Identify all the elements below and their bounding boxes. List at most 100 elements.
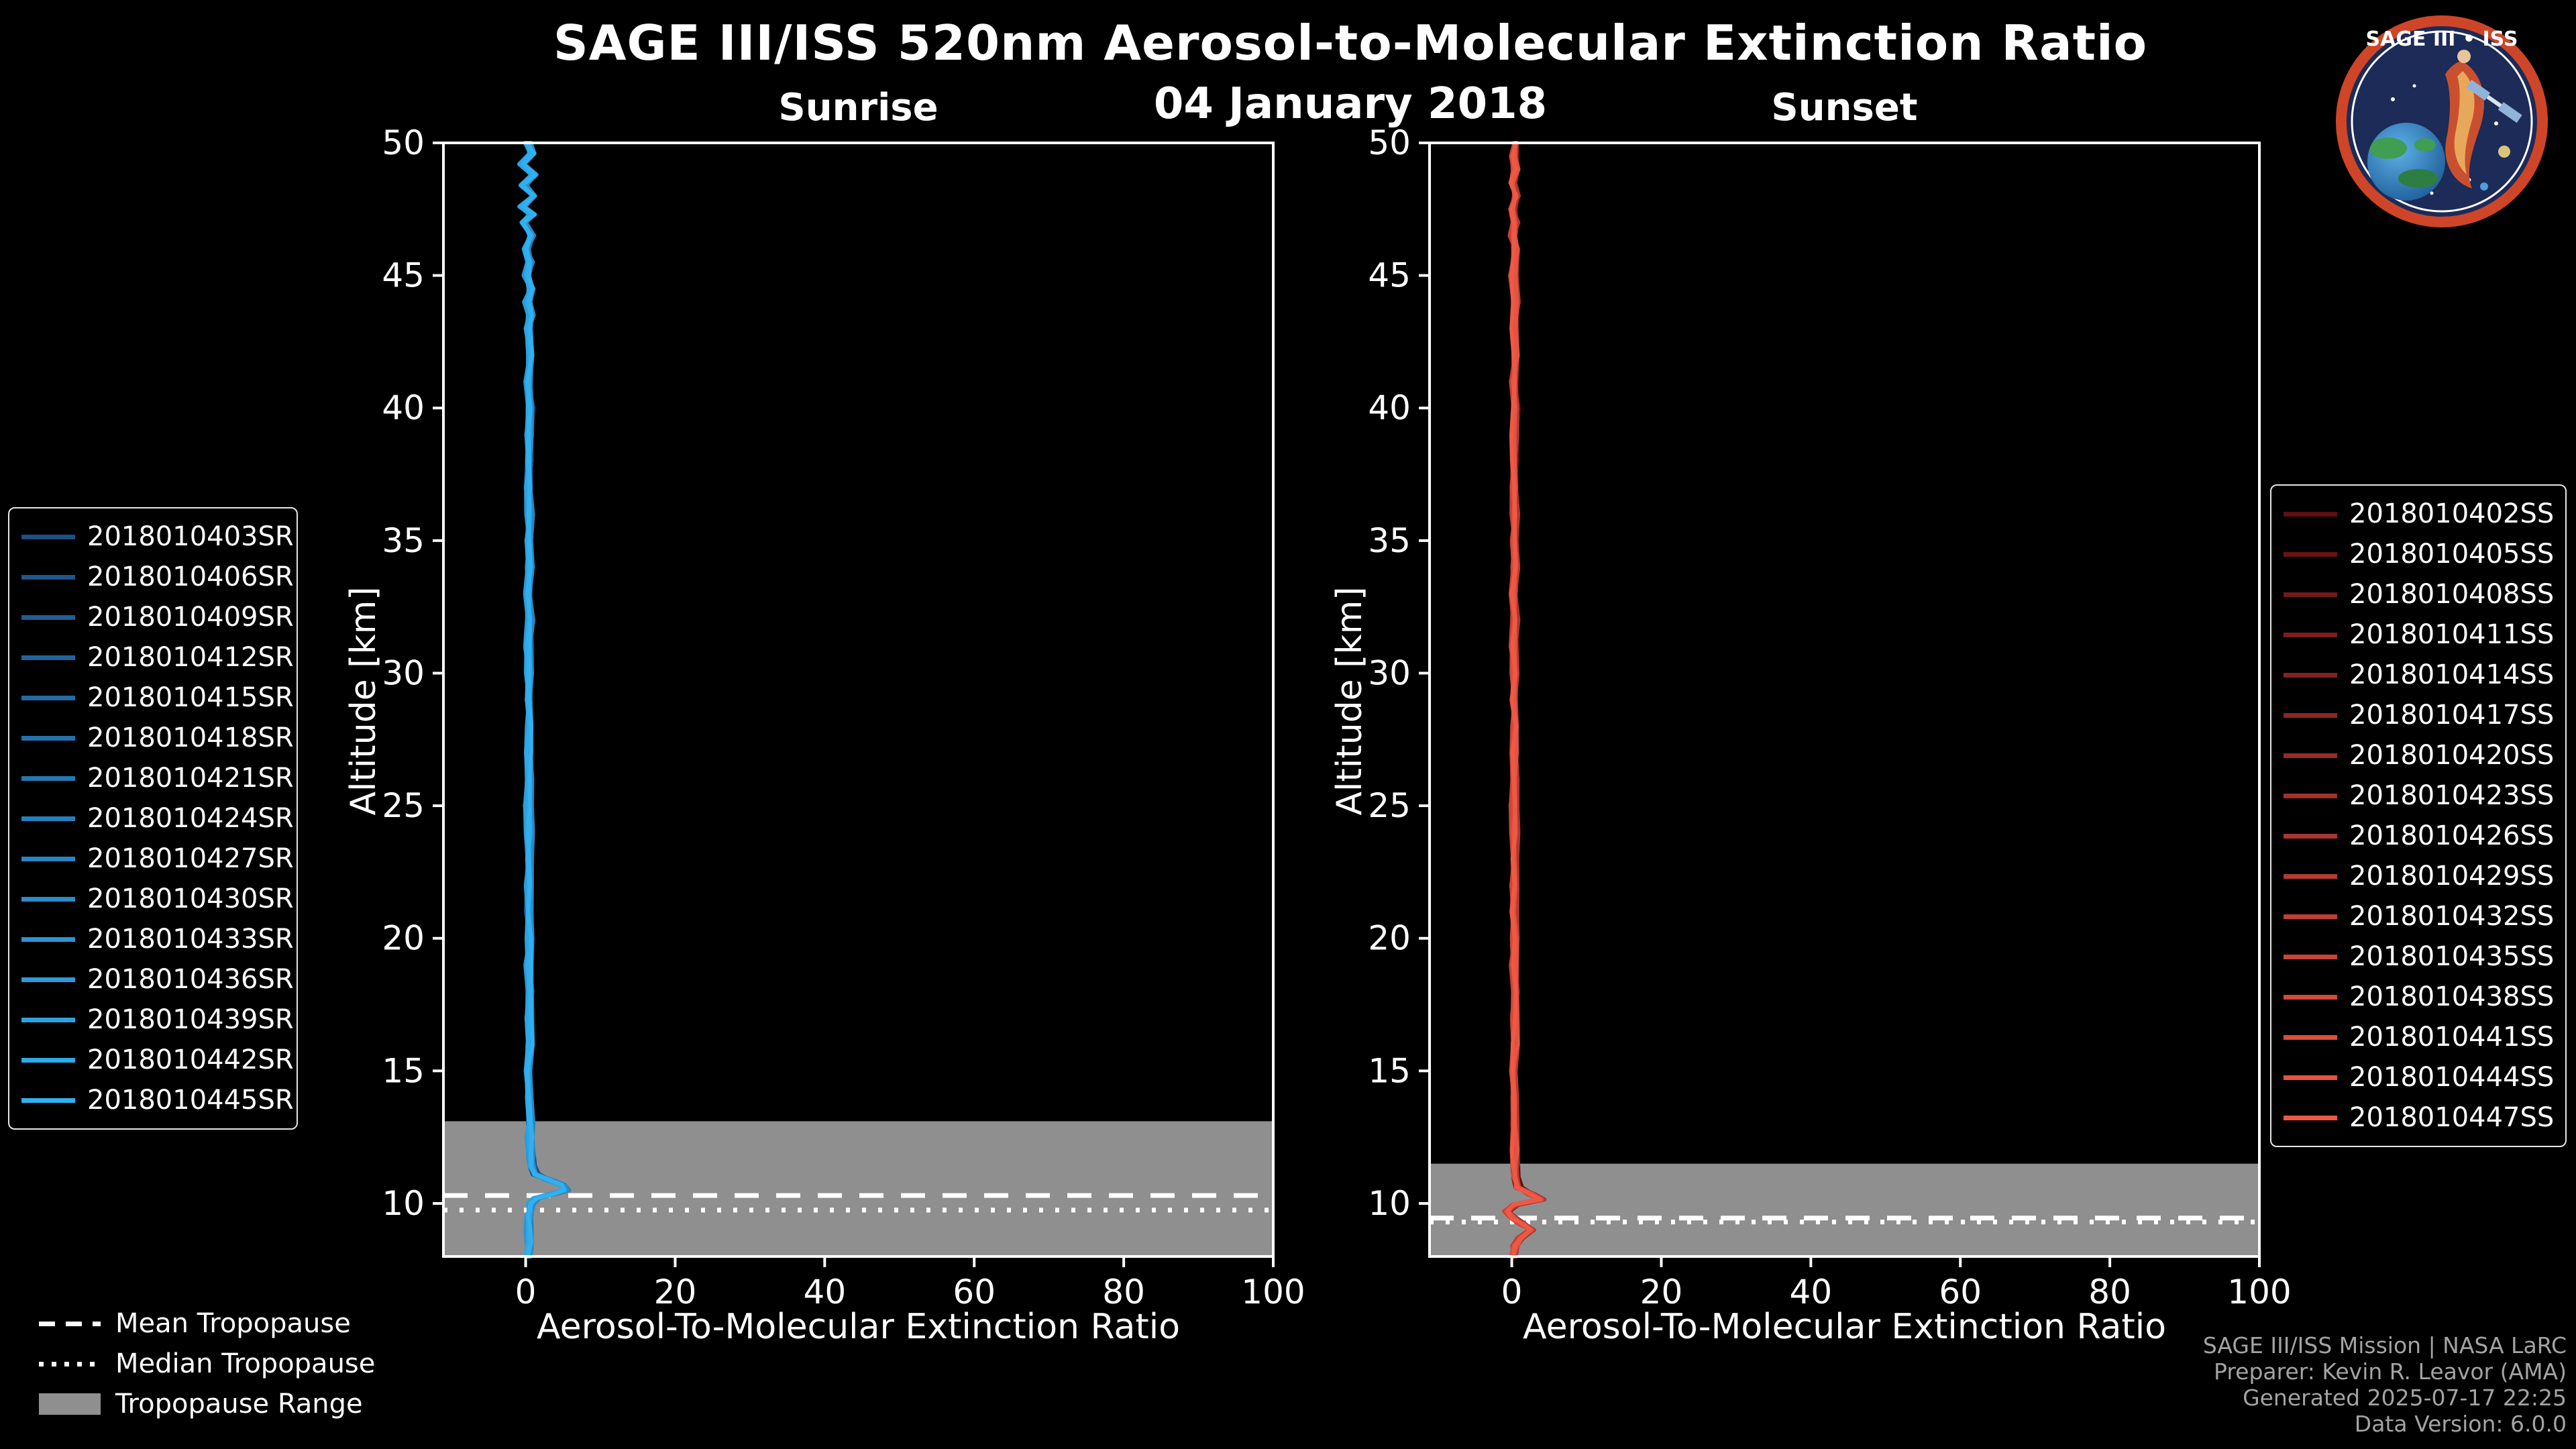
legend-swatch (2284, 592, 2337, 597)
x-tick-label: 0 (1501, 1273, 1523, 1311)
legend-swatch (2284, 994, 2337, 1000)
profile-line-2018010405SS (1502, 141, 1541, 1258)
x-tick-label: 80 (2088, 1273, 2131, 1311)
x-tick-label: 60 (953, 1273, 996, 1311)
tropopause-range-band (1430, 1163, 2259, 1256)
legend-item: 2018010405SS (2278, 534, 2559, 574)
logo-star-icon (2412, 84, 2416, 88)
sage-iss-logo: SAGE III • ISS (2331, 11, 2553, 232)
legend-swatch (2284, 873, 2337, 879)
legend-label: 2018010414SS (2349, 659, 2555, 690)
legend-swatch (2284, 914, 2337, 919)
legend-swatch (2284, 833, 2337, 839)
legend-swatch (2284, 793, 2337, 798)
plot-border (442, 142, 1275, 1258)
logo-star-icon (2430, 191, 2434, 195)
legend-swatch (2284, 511, 2337, 517)
legend-label: 2018010423SS (2349, 780, 2555, 811)
legend-item: 2018010427SR (16, 839, 294, 879)
legend-item: 2018010414SS (2278, 655, 2559, 695)
sunset-legend: 2018010402SS 2018010405SS 2018010408SS 2018… (2270, 484, 2567, 1147)
legend-swatch (21, 775, 75, 781)
mean-tropopause-label: Mean Tropopause (115, 1308, 351, 1339)
legend-label: 2018010406SR (87, 561, 294, 592)
y-tick-label: 30 (1368, 653, 1411, 692)
legend-item: 2018010445SR (16, 1080, 294, 1120)
logo-star-icon (2391, 97, 2395, 101)
y-tick-label: 25 (382, 786, 425, 825)
legend-item: 2018010426SS (2278, 816, 2559, 856)
y-tick-label: 30 (382, 653, 425, 692)
legend-label: 2018010403SR (87, 521, 294, 552)
y-tick-label: 50 (1368, 123, 1411, 162)
legend-label: 2018010411SS (2349, 619, 2555, 650)
legend-label: 2018010405SS (2349, 539, 2555, 570)
legend-swatch (2284, 632, 2337, 637)
mean-tropopause-legend-item: Mean Tropopause (39, 1308, 375, 1339)
legend-label: 2018010409SR (87, 602, 294, 633)
y-tick-label: 20 (1368, 919, 1411, 958)
legend-swatch (21, 574, 75, 580)
x-tick-label: 60 (1939, 1273, 1982, 1311)
legend-label: 2018010439SR (87, 1004, 294, 1035)
footer-credits: SAGE III/ISS Mission | NASA LaRC Prepare… (2203, 1332, 2567, 1437)
legend-swatch (21, 614, 75, 620)
y-tick-label: 50 (382, 123, 425, 162)
profile-line-2018010447SS (1505, 141, 1542, 1258)
legend-item: 2018010406SR (16, 557, 294, 597)
logo-title: SAGE III • ISS (2366, 28, 2518, 51)
legend-swatch (21, 735, 75, 741)
sunrise-panel-title: Sunrise (778, 86, 938, 129)
legend-item: 2018010441SS (2278, 1017, 2559, 1057)
y-tick-label: 10 (382, 1184, 425, 1223)
y-tick-label: 45 (382, 256, 425, 295)
footer-line-version: Data Version: 6.0.0 (2354, 1411, 2567, 1437)
legend-item: 2018010411SS (2278, 614, 2559, 655)
median-tropopause-label: Median Tropopause (115, 1348, 376, 1379)
x-tick-label: 80 (1102, 1273, 1145, 1311)
legend-swatch (21, 695, 75, 700)
logo-figure-highlight (2454, 71, 2475, 174)
tropopause-range-legend-item: Tropopause Range (39, 1389, 375, 1419)
sunset-panel-title: Sunset (1771, 86, 1918, 129)
legend-label: 2018010442SR (87, 1044, 294, 1075)
logo-earth-icon (2367, 123, 2445, 201)
median-tropopause-swatch (39, 1361, 101, 1366)
legend-item: 2018010402SS (2278, 494, 2559, 534)
legend-label: 2018010424SR (87, 803, 294, 834)
footer-line-generated: Generated 2025-07-17 22:25 (2243, 1385, 2567, 1411)
y-tick-label: 15 (382, 1051, 425, 1090)
legend-label: 2018010426SS (2349, 820, 2555, 851)
legend-label: 2018010421SR (87, 763, 294, 794)
legend-label: 2018010441SS (2349, 1022, 2555, 1053)
figure-title: SAGE III/ISS 520nm Aerosol-to-Molecular … (553, 15, 2148, 71)
legend-swatch (21, 1057, 75, 1063)
legend-label: 2018010418SR (87, 722, 294, 753)
legend-label: 2018010438SS (2349, 981, 2555, 1012)
legend-item: 2018010409SR (16, 597, 294, 637)
legend-swatch (21, 856, 75, 861)
legend-item: 2018010417SS (2278, 695, 2559, 735)
footer-line-mission: SAGE III/ISS Mission | NASA LaRC (2202, 1332, 2567, 1358)
legend-label: 2018010430SR (87, 883, 294, 914)
legend-item: 2018010423SS (2278, 775, 2559, 816)
footer-line-preparer: Preparer: Kevin R. Leavor (AMA) (2214, 1358, 2567, 1385)
y-tick-label: 20 (382, 919, 425, 958)
legend-item: 2018010424SR (16, 798, 294, 839)
legend-item: 2018010442SR (16, 1040, 294, 1080)
legend-swatch (2284, 1034, 2337, 1040)
legend-swatch (2284, 753, 2337, 758)
x-tick-label: 20 (654, 1273, 697, 1311)
sunrise-legend: 2018010403SR 2018010406SR 2018010409SR 2018… (8, 507, 298, 1130)
sunrise-plot: 0 20 40 60 80 100 10 15 20 25 30 35 40 45 50 (382, 123, 1305, 1311)
tropopause-range-swatch (39, 1393, 101, 1415)
legend-label: 2018010420SS (2349, 740, 2555, 771)
sunset-plot: 0 20 40 60 80 100 10 15 20 25 30 35 40 45 50 (1368, 123, 2291, 1311)
x-tick-label: 0 (515, 1273, 537, 1311)
profile-line-2018010445SR (521, 141, 567, 1258)
legend-item: 2018010403SR (16, 517, 294, 557)
legend-item: 2018010415SR (16, 678, 294, 718)
legend-swatch (2284, 551, 2337, 557)
legend-item: 2018010421SR (16, 758, 294, 798)
